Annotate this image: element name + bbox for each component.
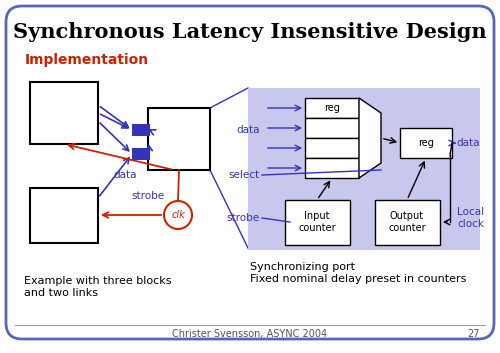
Bar bbox=[30, 188, 98, 243]
Bar bbox=[305, 98, 359, 118]
Circle shape bbox=[164, 201, 192, 229]
Text: Output: Output bbox=[390, 211, 424, 221]
Bar bbox=[305, 138, 359, 158]
Bar bbox=[132, 148, 150, 160]
Text: 27: 27 bbox=[468, 329, 480, 339]
Bar bbox=[375, 200, 440, 245]
Text: counter: counter bbox=[388, 223, 426, 233]
Text: strobe: strobe bbox=[132, 191, 164, 201]
Text: Synchronizing port
Fixed nominal delay preset in counters: Synchronizing port Fixed nominal delay p… bbox=[250, 262, 466, 283]
Polygon shape bbox=[359, 98, 381, 178]
Bar bbox=[305, 118, 359, 138]
Text: Input: Input bbox=[304, 211, 330, 221]
Text: Synchronous Latency Insensitive Design: Synchronous Latency Insensitive Design bbox=[13, 22, 487, 42]
Text: Christer Svensson, ASYNC 2004: Christer Svensson, ASYNC 2004 bbox=[172, 329, 328, 339]
Text: counter: counter bbox=[298, 223, 336, 233]
Text: reg: reg bbox=[324, 103, 340, 113]
Bar bbox=[148, 108, 210, 170]
Bar bbox=[132, 124, 150, 136]
Text: select: select bbox=[229, 170, 260, 180]
Bar bbox=[248, 88, 480, 250]
Bar bbox=[285, 200, 350, 245]
Text: Example with three blocks
and two links: Example with three blocks and two links bbox=[24, 276, 172, 298]
Text: reg: reg bbox=[418, 138, 434, 148]
Bar bbox=[30, 82, 98, 144]
Bar bbox=[305, 158, 359, 178]
Text: data: data bbox=[236, 125, 260, 135]
Text: Local
clock: Local clock bbox=[457, 207, 484, 229]
Text: Implementation: Implementation bbox=[25, 53, 149, 67]
Bar bbox=[400, 128, 452, 158]
Text: strobe: strobe bbox=[227, 213, 260, 223]
Text: data: data bbox=[113, 170, 137, 180]
Text: data: data bbox=[456, 138, 479, 148]
FancyBboxPatch shape bbox=[6, 6, 494, 339]
Text: clk: clk bbox=[171, 210, 185, 220]
